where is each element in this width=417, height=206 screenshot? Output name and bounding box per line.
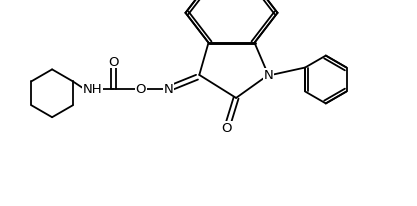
Text: N: N: [163, 83, 173, 96]
Text: NH: NH: [82, 83, 102, 96]
Text: O: O: [222, 122, 232, 135]
Text: O: O: [108, 55, 118, 68]
Text: N: N: [264, 69, 273, 82]
Text: O: O: [136, 83, 146, 96]
